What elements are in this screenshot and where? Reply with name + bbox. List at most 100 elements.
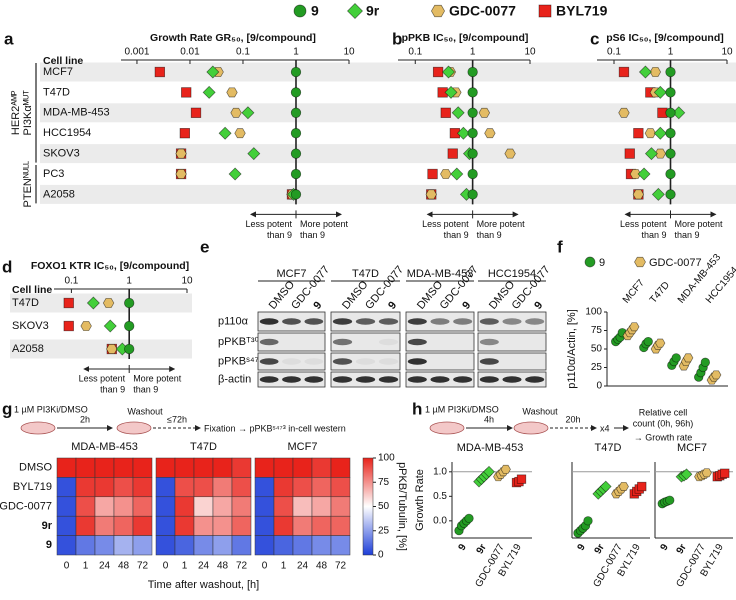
row-band <box>40 62 736 82</box>
row-label: DMSO <box>19 462 52 474</box>
data-point <box>290 66 302 78</box>
heatmap-cell <box>56 457 77 478</box>
data-point <box>637 481 647 492</box>
x-tick-label: 1 <box>668 47 674 58</box>
data-point <box>665 189 676 200</box>
data-point <box>665 87 676 98</box>
heatmap-cell <box>174 457 195 478</box>
blot-band <box>304 376 324 383</box>
data-point <box>440 107 451 118</box>
data-point <box>618 482 629 491</box>
scheme-text: ≤72h <box>167 414 187 424</box>
heatmap-cell <box>56 515 77 536</box>
blot-band <box>259 338 279 346</box>
data-point <box>124 297 135 309</box>
blot-lane-label: 9 <box>386 299 399 311</box>
y-tick-label: 0.5 <box>433 491 447 502</box>
blot-band <box>407 376 427 383</box>
row-label: MDA-MB-453 <box>43 107 110 119</box>
blot-band <box>355 358 376 365</box>
dish <box>20 421 56 435</box>
y-tick-label: 25 <box>591 362 603 373</box>
heatmap-cell <box>254 457 275 478</box>
heatmap-cell <box>330 515 351 536</box>
blot-band <box>332 376 353 383</box>
data-point <box>181 87 192 98</box>
heatmap-cell <box>292 477 313 498</box>
colorbar-title: pPKB/Tubulin, [%] <box>396 462 408 551</box>
data-point <box>618 66 630 78</box>
heatmap-cell <box>75 457 96 478</box>
heatmap-cell <box>212 535 233 556</box>
category-label: 9 <box>457 542 470 553</box>
data-point <box>644 128 657 139</box>
data-point <box>504 148 516 159</box>
column-label: 0 <box>163 561 169 572</box>
legend-label: BYL719 <box>556 3 608 19</box>
blot-panel <box>405 352 475 371</box>
row-label: PC3 <box>43 168 64 180</box>
data-point <box>179 128 190 139</box>
marker <box>584 256 596 268</box>
heatmap-cell <box>330 477 351 498</box>
heatmap-cell <box>273 515 294 536</box>
data-point <box>467 87 478 98</box>
heatmap-cell <box>273 496 294 517</box>
data-point <box>711 370 722 380</box>
data-point <box>484 128 496 139</box>
heatmap-cell <box>174 477 195 498</box>
heatmap-cell <box>113 515 134 536</box>
y-tick-label: 1.0 <box>433 466 447 477</box>
blot-band <box>479 338 499 346</box>
blot-band <box>479 358 499 365</box>
heatmap-cell <box>132 535 153 556</box>
heatmap-cell <box>113 477 134 498</box>
heatmap-cell <box>174 515 195 536</box>
annotation: More potent <box>300 219 349 229</box>
y-axis-title: Growth Rate <box>414 469 426 531</box>
heatmap-cell <box>75 535 96 556</box>
heatmap-cell <box>231 457 252 478</box>
data-point <box>467 168 478 180</box>
heatmap-cell <box>292 515 313 536</box>
legend-label: GDC-0077 <box>649 257 702 269</box>
column-label: 1 <box>83 561 89 572</box>
heatmap-cell <box>155 477 176 498</box>
data-point <box>651 187 665 201</box>
blot-band <box>332 358 353 365</box>
blot-panel <box>477 311 547 332</box>
x-tick-label: 10 <box>343 47 355 58</box>
blot-band <box>378 376 399 383</box>
data-point <box>483 465 495 478</box>
scheme-text: → Growth rate <box>634 432 693 442</box>
blot-cell-line: MCF7 <box>277 268 307 280</box>
heatmap-cell <box>212 477 233 498</box>
data-point <box>80 321 92 331</box>
row-label: SKOV3 <box>43 148 80 160</box>
data-point <box>290 148 302 159</box>
blot-panel <box>330 332 401 352</box>
annotation: Less potent <box>422 219 469 229</box>
legend-label: 9r <box>366 3 380 19</box>
chart-title: MCF7 <box>677 442 707 454</box>
blot-band <box>453 376 473 383</box>
blot-lane-label: 9 <box>460 299 473 311</box>
y-axis-title: p110α/Actin, [%] <box>566 309 578 389</box>
data-point <box>234 128 246 139</box>
data-point <box>290 168 302 180</box>
category-label: 9r <box>593 542 607 556</box>
data-point <box>638 65 652 79</box>
heatmap-cell <box>330 457 351 478</box>
x-tick-label: 0.001 <box>124 47 149 58</box>
colorbar-tick-label: 25 <box>378 525 390 536</box>
heatmap-cell <box>193 496 214 517</box>
heatmap-cell <box>174 496 195 517</box>
x-axis-title: Time after washout, [h] <box>148 579 259 591</box>
heatmap-cell <box>155 515 176 536</box>
heatmap-cell <box>132 496 153 517</box>
heatmap-cell <box>330 535 351 556</box>
colorbar-tick-label: 100 <box>378 453 395 464</box>
data-point <box>175 148 187 159</box>
x-tick-label: 1 <box>293 47 299 58</box>
blot-band <box>479 318 499 325</box>
